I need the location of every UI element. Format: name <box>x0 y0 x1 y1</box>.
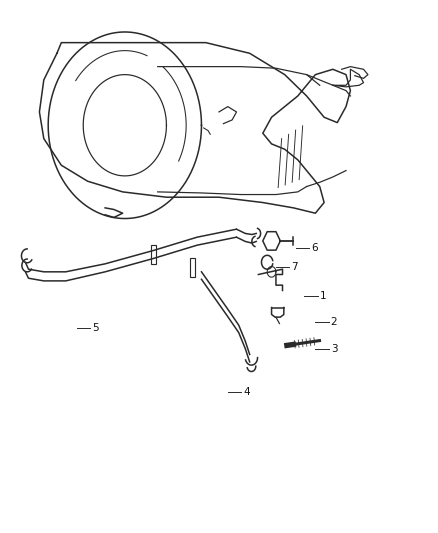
Text: 1: 1 <box>320 291 326 301</box>
Text: 3: 3 <box>331 344 337 354</box>
Text: 6: 6 <box>311 243 318 253</box>
Text: 7: 7 <box>291 262 298 271</box>
Text: 2: 2 <box>331 318 337 327</box>
Bar <box>190 258 195 277</box>
Text: 5: 5 <box>92 323 99 333</box>
Text: 4: 4 <box>243 387 250 397</box>
Bar <box>151 245 156 264</box>
